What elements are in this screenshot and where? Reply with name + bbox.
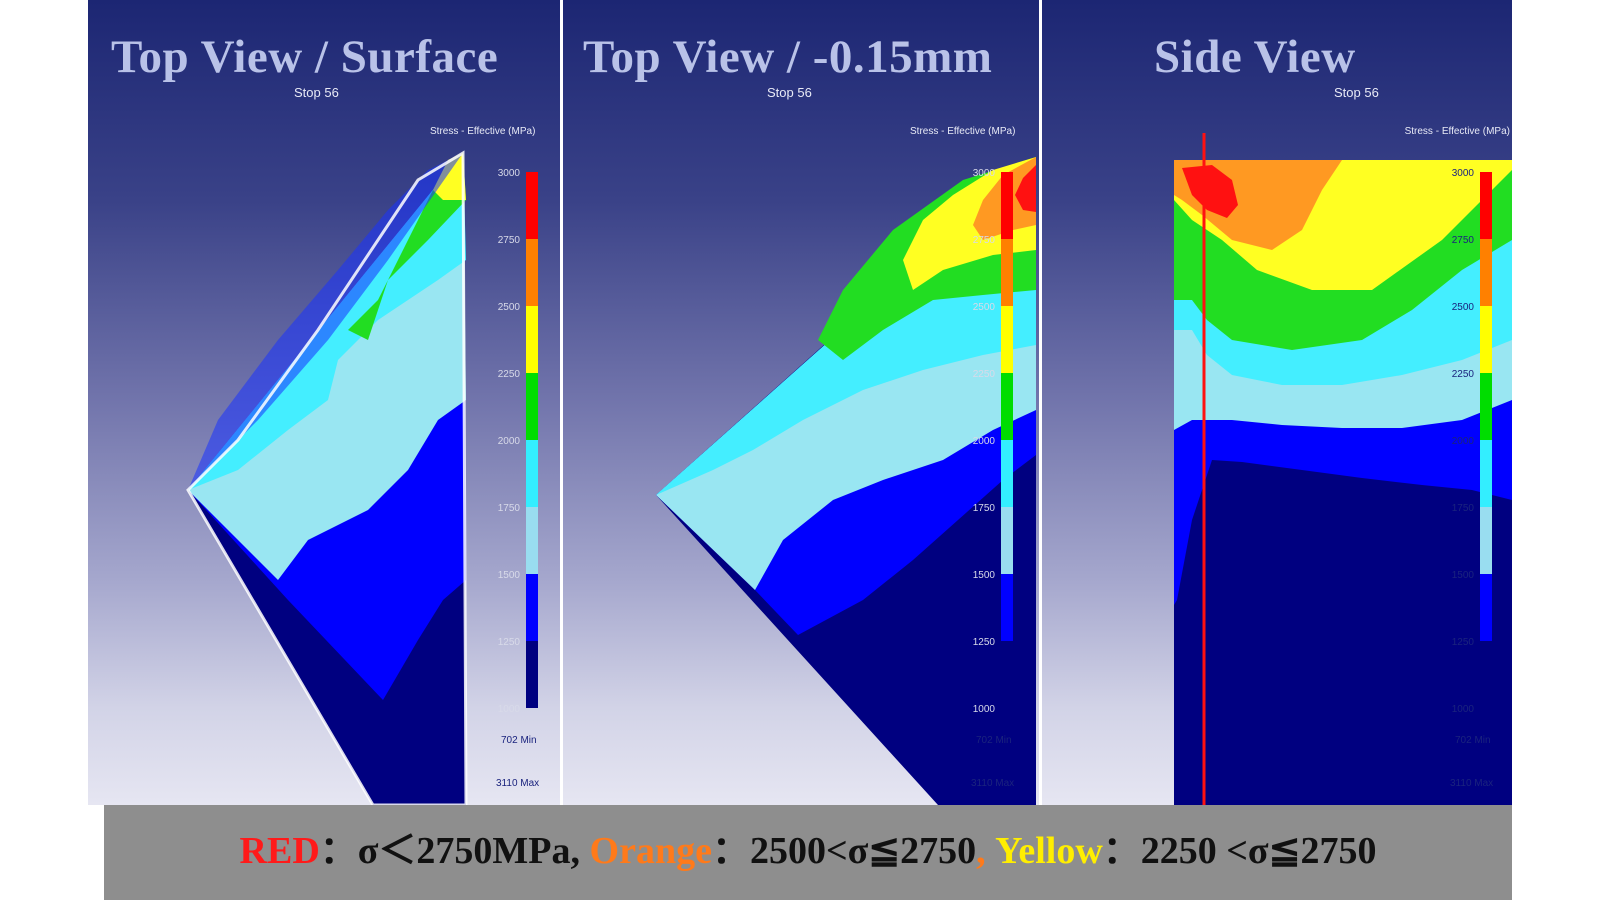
contour-red: [1015, 165, 1036, 212]
scale-tick: 1250: [973, 637, 996, 648]
color-scale-bar: [1480, 172, 1492, 708]
scale-min-label: 702 Min: [1455, 735, 1491, 746]
scale-tick: 1750: [973, 503, 996, 514]
contour-white-edge: [186, 150, 468, 805]
scale-tick: 1250: [1452, 637, 1475, 648]
scale-tick: 2500: [1452, 302, 1475, 313]
caption-orange-rule: ：2500<σ≦2750: [711, 830, 977, 872]
panel-step: Stop 56: [1334, 85, 1379, 100]
scale-tick: 2250: [498, 369, 521, 380]
contour-yellow: [433, 153, 466, 200]
scale-tick: 1500: [1452, 570, 1475, 581]
scale-tick: 1750: [1452, 503, 1475, 514]
panel-legend-title: Stress - Effective (MPa): [430, 126, 536, 137]
color-scale-bar: [526, 172, 538, 708]
scale-tick: 3000: [498, 168, 521, 179]
scale-max-label: 3110 Max: [971, 778, 1014, 789]
scale-tick: 1250: [498, 637, 521, 648]
contour-red: [1182, 165, 1238, 218]
scale-tick: 2250: [1452, 369, 1475, 380]
caption-orange-word: Orange: [589, 830, 712, 872]
scale-tick: 2000: [498, 436, 521, 447]
panel-top-view-015mm: 3000 2750 2500 2250 2000 1750 1500 1250 …: [563, 0, 1039, 805]
scale-tick: 1750: [498, 503, 521, 514]
scale-tick: 1500: [973, 570, 996, 581]
panel-title: Side View: [1154, 31, 1356, 83]
scale-tick: 1500: [498, 570, 521, 581]
panel-side-view: 3000 2750 2500 2250 2000 1750 1500 1250 …: [1042, 0, 1512, 805]
scale-max-label: 3110 Max: [1450, 778, 1493, 789]
scale-tick: 1000: [498, 704, 521, 715]
scale-min-label: 702 Min: [501, 735, 537, 746]
scale-tick: 3000: [1452, 168, 1475, 179]
caption-red-word: RED: [239, 830, 320, 872]
scale-tick: 2500: [973, 302, 996, 313]
contour-edge-blue: [188, 153, 463, 490]
panel-step: Stop 56: [294, 85, 339, 100]
scale-tick: 2250: [973, 369, 996, 380]
panel-step: Stop 56: [767, 85, 812, 100]
scale-tick: 1000: [1452, 704, 1475, 715]
panel-title: Top View / Surface: [111, 31, 499, 83]
panel-legend-title-text: Stress - Effective (MPa): [1404, 126, 1510, 137]
scale-tick: 3000: [973, 168, 996, 179]
scale-max-label: 3110 Max: [496, 778, 539, 789]
scale-min-label: 702 Min: [976, 735, 1012, 746]
contour-side-view: 3000 2750 2500 2250 2000 1750 1500 1250 …: [1174, 133, 1512, 805]
color-scale-bar: [1001, 172, 1013, 708]
scale-tick: 2750: [973, 235, 996, 246]
panel-top-view-surface: 3000 2750 2500 2250 2000 1750 1500 1250 …: [88, 0, 560, 805]
caption-comma: ,: [976, 830, 996, 872]
stress-legend-caption: RED：σ＜2750MPa, Orange：2500<σ≦2750, Yello…: [104, 805, 1512, 897]
scale-tick: 2000: [1452, 436, 1475, 447]
caption-yellow-word: Yellow: [995, 830, 1103, 872]
scale-tick: 2000: [973, 436, 996, 447]
scale-tick: 2500: [498, 302, 521, 313]
panel-title: Top View / -0.15mm: [583, 31, 993, 83]
stress-figure: 3000 2750 2500 2250 2000 1750 1500 1250 …: [88, 0, 1512, 900]
panel-legend-title: Stress - Effective (MPa): [910, 126, 1016, 137]
contour-green: [348, 153, 466, 340]
scale-tick: 1000: [973, 704, 996, 715]
caption-yellow-rule: ：2250 <σ≦2750: [1102, 830, 1377, 872]
scale-tick: 2750: [1452, 235, 1475, 246]
caption-bar: RED：σ＜2750MPa, Orange：2500<σ≦2750, Yello…: [104, 805, 1512, 900]
contour-top-015mm: 3000 2750 2500 2250 2000 1750 1500 1250 …: [656, 157, 1036, 805]
scale-tick: 2750: [498, 235, 521, 246]
contour-top-surface: 3000 2750 2500 2250 2000 1750 1500 1250 …: [186, 150, 539, 805]
caption-red-rule: ：σ＜2750MPa,: [319, 830, 590, 872]
